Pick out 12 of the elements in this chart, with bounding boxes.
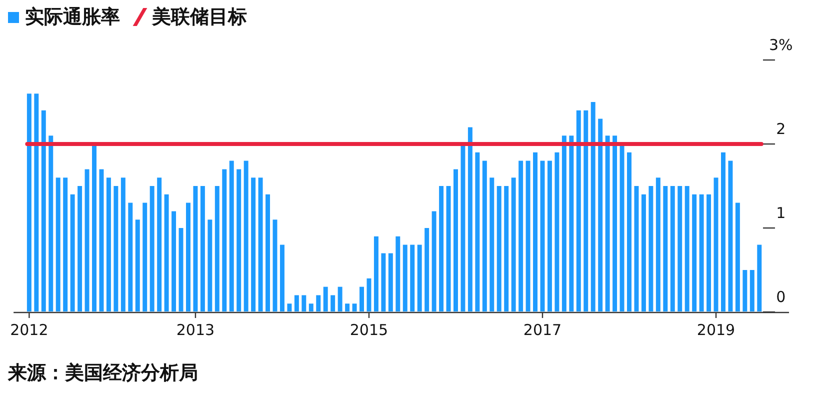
source-note: 来源：美国经济分析局 bbox=[8, 361, 198, 386]
y-tick-label: 3% bbox=[769, 36, 793, 54]
x-tick-label: 2019 bbox=[696, 320, 736, 339]
x-tick-label: 2012 bbox=[10, 320, 48, 339]
x-tick-label: 2013 bbox=[176, 320, 215, 339]
x-tick-label: 2017 bbox=[523, 320, 562, 339]
x-tick-label: 2015 bbox=[350, 320, 388, 339]
y-tick-label: 1 bbox=[776, 204, 786, 222]
y-tick-label: 0 bbox=[776, 288, 786, 306]
legend-label: 实际通胀率 bbox=[25, 5, 120, 30]
y-tick-label: 2 bbox=[776, 120, 786, 138]
legend-label: 美联储目标 bbox=[152, 5, 247, 30]
